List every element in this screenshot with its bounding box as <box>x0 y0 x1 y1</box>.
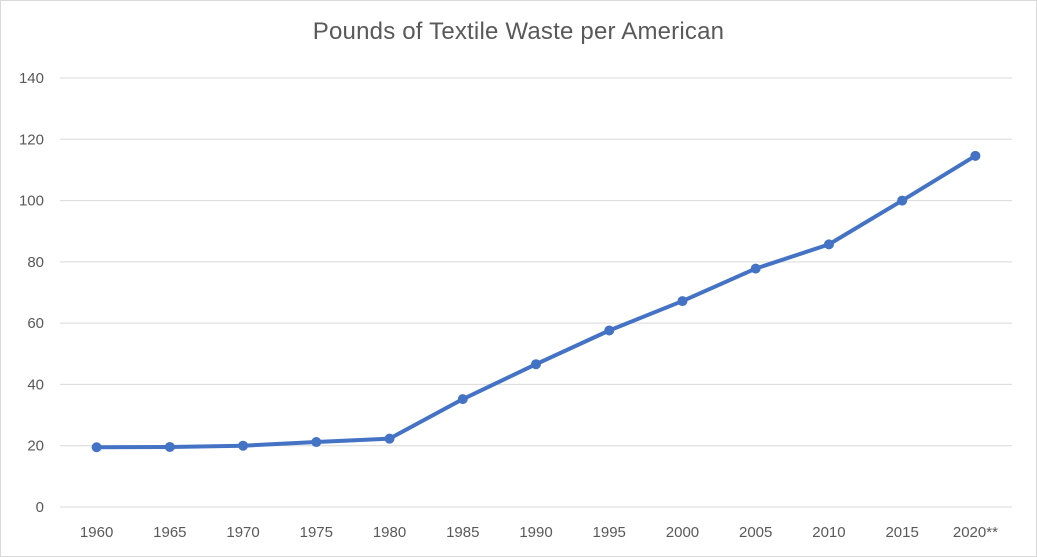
data-point <box>750 263 761 274</box>
x-tick-label: 2015 <box>885 524 918 541</box>
y-axis-labels: 0 20 40 60 80 100 120 140 <box>19 70 44 516</box>
data-point <box>531 359 541 370</box>
gridlines <box>60 77 1012 508</box>
data-point <box>164 441 175 452</box>
y-tick-label: 20 <box>27 438 44 455</box>
x-tick-label: 1960 <box>80 524 113 541</box>
x-tick-label: 1970 <box>226 524 259 541</box>
y-tick-label: 140 <box>19 70 44 87</box>
x-tick-label: 1995 <box>593 524 626 541</box>
data-point <box>457 394 468 405</box>
x-tick-label: 1990 <box>519 524 552 541</box>
y-tick-label: 0 <box>36 499 44 516</box>
x-tick-label: 1980 <box>373 524 406 541</box>
x-tick-label: 2000 <box>666 524 699 541</box>
x-tick-label: 2020** <box>953 524 998 541</box>
data-point <box>311 437 322 448</box>
data-point <box>91 442 102 453</box>
series-line <box>94 153 978 450</box>
y-tick-label: 100 <box>19 193 44 210</box>
data-point <box>384 433 395 444</box>
data-point <box>823 239 834 250</box>
chart-title: Pounds of Textile Waste per American <box>312 18 725 45</box>
data-point <box>677 296 688 307</box>
y-tick-label: 120 <box>19 131 44 148</box>
x-tick-label: 2005 <box>739 524 772 541</box>
y-tick-label: 80 <box>27 254 44 271</box>
x-tick-label: 1985 <box>446 524 479 541</box>
series-layer <box>91 150 981 453</box>
x-tick-label: 2010 <box>812 524 845 541</box>
data-point <box>238 440 249 451</box>
data-point <box>897 195 908 206</box>
y-tick-label: 60 <box>27 315 44 332</box>
y-tick-label: 40 <box>27 376 44 393</box>
data-point <box>604 325 615 336</box>
x-tick-label: 1965 <box>153 524 186 541</box>
data-point <box>970 150 981 161</box>
x-axis-labels: 1960 1965 1970 1975 1980 1985 1990 1995 2000 2005… <box>80 524 998 541</box>
x-tick-label: 1975 <box>300 524 333 541</box>
